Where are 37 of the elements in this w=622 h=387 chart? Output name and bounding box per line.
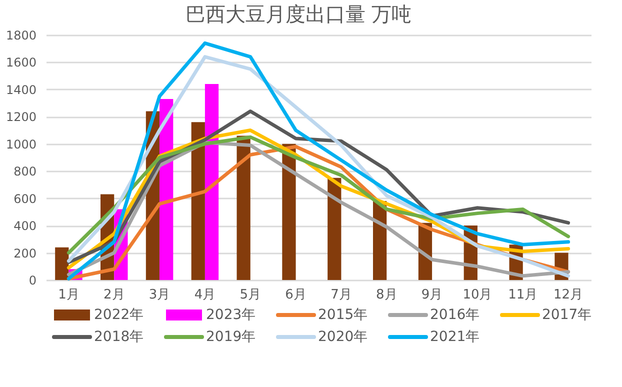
x-tick-label: 11月 [508,288,538,302]
y-tick-label: 400 [14,219,36,234]
bar [328,178,342,280]
y-tick-label: 1000 [6,137,36,152]
x-tick-label: 8月 [376,288,398,302]
y-tick-label: 0 [28,274,36,288]
x-tick-label: 9月 [421,288,443,302]
legend-label: 2015年 [318,307,368,323]
legend-label: 2019年 [206,329,256,345]
y-tick-label: 600 [14,192,36,206]
x-tick-label: 4月 [194,288,216,302]
legend-label: 2018年 [94,329,144,345]
y-tick-label: 800 [14,164,36,179]
x-tick-label: 5月 [240,288,262,302]
legend-label: 2022年 [94,307,144,323]
y-tick-label: 1800 [6,28,36,42]
legend-label: 2016年 [430,307,480,323]
legend-label: 2020年 [318,329,368,345]
x-tick-label: 1月 [58,288,80,302]
legend-label: 2017年 [542,307,592,323]
x-tick-label: 6月 [285,288,306,302]
y-tick-label: 1600 [6,56,36,70]
y-tick-label: 1400 [6,82,36,97]
bar [55,247,69,280]
bar [236,136,250,280]
x-tick-label: 2月 [103,288,125,302]
legend-label: 2021年 [430,329,480,345]
x-tick-label: 10月 [462,288,492,302]
x-tick-label: 3月 [148,288,170,302]
y-tick-label: 1200 [6,110,36,124]
chart-title: 巴西大豆月度出口量 万吨 [185,2,412,26]
x-tick-label: 12月 [554,288,584,302]
bar [204,84,219,280]
legend-label: 2023年 [206,307,256,323]
y-tick-label: 200 [14,246,36,260]
bar [191,122,205,280]
x-tick-label: 7月 [330,288,352,302]
